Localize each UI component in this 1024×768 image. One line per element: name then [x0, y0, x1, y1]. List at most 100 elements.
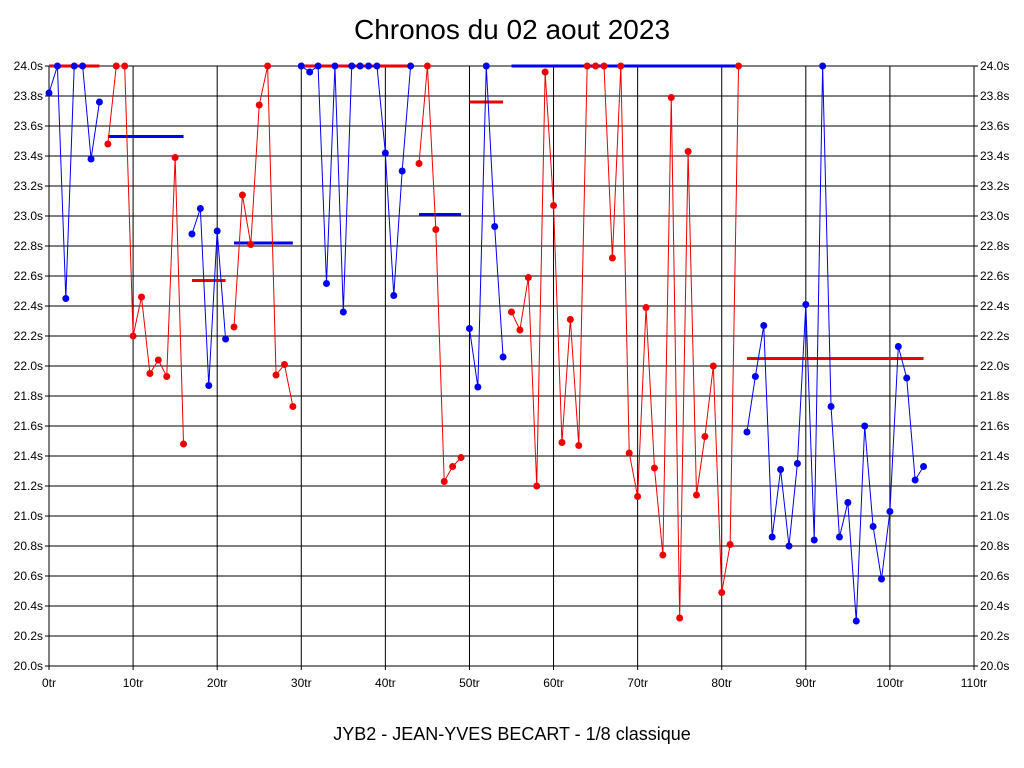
- y-tick-label-left: 20.4s: [14, 599, 43, 613]
- data-point-red: [558, 439, 566, 446]
- y-tick-label-right: 22.2s: [980, 329, 1009, 343]
- data-point-blue: [331, 62, 339, 70]
- y-tick-label-right: 23.2s: [980, 179, 1009, 193]
- y-tick-label-left: 23.0s: [14, 209, 43, 223]
- data-point-blue: [45, 89, 53, 97]
- data-point-blue: [819, 62, 827, 70]
- y-tick-label-left: 21.0s: [14, 509, 43, 523]
- data-point-blue: [323, 280, 330, 287]
- data-point-red: [541, 68, 549, 76]
- data-point-blue: [70, 62, 78, 70]
- data-point-blue: [339, 308, 347, 316]
- data-point-red: [146, 370, 154, 377]
- data-point-blue: [920, 463, 928, 470]
- data-point-blue: [894, 343, 902, 350]
- y-tick-label-left: 21.8s: [14, 389, 43, 403]
- y-tick-label-left: 22.8s: [14, 239, 43, 253]
- data-point-red: [138, 293, 145, 301]
- data-point-blue: [213, 227, 221, 235]
- chart-footer: JYB2 - JEAN-YVES BECART - 1/8 classique: [333, 724, 691, 744]
- data-point-red: [693, 491, 700, 499]
- data-point-red: [423, 62, 431, 70]
- data-point-blue: [79, 62, 87, 70]
- data-point-blue: [314, 62, 322, 70]
- data-point-red: [247, 241, 255, 248]
- data-point-red: [516, 326, 524, 334]
- data-point-red: [659, 551, 667, 559]
- data-point-blue: [62, 295, 70, 302]
- series-line-red: [511, 65, 740, 619]
- data-point-red: [676, 614, 684, 622]
- data-point-red: [280, 361, 288, 368]
- data-point-red: [592, 62, 600, 70]
- data-point-red: [508, 308, 515, 316]
- y-tick-label-left: 21.6s: [14, 419, 43, 433]
- y-tick-label-right: 21.2s: [980, 479, 1009, 493]
- y-tick-label-left: 23.8s: [14, 89, 43, 103]
- y-tick-label-left: 20.6s: [14, 569, 43, 583]
- data-point-blue: [188, 230, 196, 238]
- data-point-red: [617, 62, 625, 70]
- x-tick-label: 70tr: [627, 676, 648, 690]
- x-tick-label: 90tr: [795, 676, 816, 690]
- data-point-blue: [903, 374, 911, 382]
- data-point-blue: [87, 155, 95, 163]
- y-tick-label-right: 20.4s: [980, 599, 1009, 613]
- y-tick-label-right: 21.8s: [980, 389, 1009, 403]
- data-point-blue: [465, 325, 473, 332]
- data-point-blue: [835, 533, 843, 541]
- series-line-red: [418, 65, 462, 484]
- data-point-blue: [474, 383, 482, 391]
- data-point-blue: [802, 301, 810, 308]
- y-tick-label-left: 23.4s: [14, 149, 43, 163]
- y-tick-label-left: 20.0s: [14, 659, 43, 673]
- data-point-red: [726, 541, 734, 548]
- data-point-blue: [499, 353, 507, 361]
- y-tick-label-left: 21.2s: [14, 479, 43, 493]
- y-tick-label-left: 22.6s: [14, 269, 43, 283]
- data-point-red: [154, 356, 162, 364]
- series-line-red: [233, 65, 294, 407]
- data-point-red: [264, 62, 272, 70]
- data-point-blue: [861, 422, 869, 430]
- data-point-red: [642, 304, 650, 311]
- y-tick-label-right: 20.6s: [980, 569, 1009, 583]
- data-point-red: [104, 140, 112, 148]
- data-point-red: [684, 148, 692, 155]
- data-point-blue: [852, 617, 860, 625]
- data-point-red: [171, 154, 179, 161]
- y-tick-label-right: 21.6s: [980, 419, 1009, 433]
- data-point-red: [667, 94, 675, 101]
- x-tick-label: 110tr: [961, 676, 987, 690]
- data-point-red: [650, 464, 658, 472]
- series-line-blue: [746, 65, 924, 622]
- data-point-blue: [365, 62, 373, 70]
- y-tick-label-right: 22.4s: [980, 299, 1009, 313]
- y-tick-label-left: 22.0s: [14, 359, 43, 373]
- data-point-red: [440, 478, 448, 485]
- data-point-blue: [196, 205, 204, 212]
- data-point-blue: [777, 466, 785, 473]
- data-point-blue: [793, 460, 801, 467]
- x-tick-label: 10tr: [123, 676, 144, 690]
- y-tick-label-right: 21.4s: [980, 449, 1009, 463]
- data-point-red: [583, 62, 591, 70]
- x-tick-label: 40tr: [375, 676, 396, 690]
- data-point-blue: [407, 62, 415, 70]
- data-point-blue: [491, 223, 499, 230]
- data-point-red: [533, 482, 541, 490]
- data-point-blue: [482, 62, 490, 70]
- x-tick-label: 80tr: [711, 676, 732, 690]
- y-tick-label-right: 24.0s: [980, 59, 1009, 73]
- data-point-blue: [348, 62, 356, 70]
- y-tick-label-right: 23.6s: [980, 119, 1009, 133]
- data-point-blue: [768, 533, 776, 541]
- y-tick-label-right: 22.8s: [980, 239, 1009, 253]
- x-tick-label: 50tr: [459, 676, 480, 690]
- data-point-blue: [222, 335, 230, 343]
- series-line-blue: [48, 65, 100, 299]
- data-point-blue: [95, 98, 103, 106]
- x-tick-label: 30tr: [291, 676, 312, 690]
- data-point-blue: [381, 149, 389, 157]
